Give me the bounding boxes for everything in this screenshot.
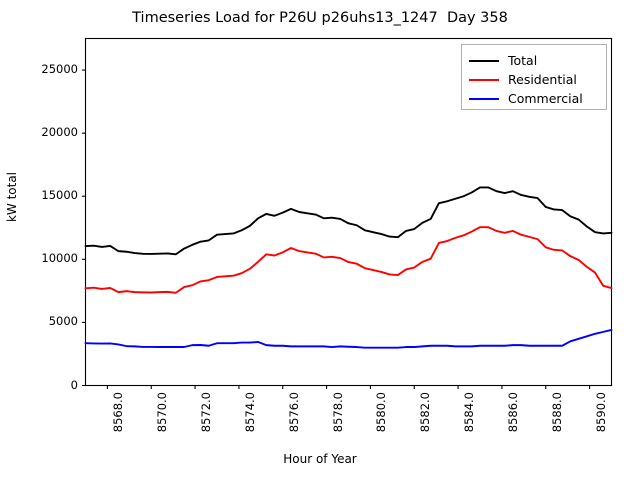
- x-tick-label: 8568.0: [111, 391, 126, 432]
- legend-swatch-total-icon: [469, 60, 499, 62]
- chart-title: Timeseries Load for P26U p26uhs13_1247 D…: [132, 10, 508, 26]
- legend: Total Residential Commercial: [461, 44, 607, 110]
- legend-swatch-commercial-icon: [469, 98, 499, 100]
- plot-frame: [84, 37, 613, 387]
- y-tick-label: 5000: [48, 314, 78, 329]
- legend-swatch-residential-icon: [469, 79, 499, 81]
- tick-marks: [82, 69, 591, 389]
- legend-label: Commercial: [508, 90, 583, 106]
- x-tick-label: 8576.0: [286, 391, 301, 432]
- x-tick-label: 8582.0: [418, 391, 433, 432]
- y-tick-label: 15000: [41, 188, 78, 203]
- series-line-residential: [84, 226, 613, 294]
- legend-item-total[interactable]: Total: [469, 51, 537, 71]
- series-line-commercial: [84, 329, 613, 349]
- y-tick-label: 10000: [41, 251, 78, 266]
- y-tick-label: 20000: [41, 125, 78, 140]
- x-tick-label: 8590.0: [593, 391, 608, 432]
- x-tick-label: 8570.0: [155, 391, 170, 432]
- x-tick-label: 8584.0: [462, 391, 477, 432]
- legend-item-commercial[interactable]: Commercial: [469, 89, 583, 109]
- y-tick-label: 25000: [41, 62, 78, 77]
- axes: [84, 37, 613, 387]
- x-tick-label: 8578.0: [330, 391, 345, 432]
- x-tick-label: 8580.0: [374, 391, 389, 432]
- legend-label: Residential: [508, 71, 577, 87]
- legend-label: Total: [508, 52, 538, 68]
- series-line-total: [84, 186, 613, 256]
- x-tick-label: 8574.0: [242, 391, 257, 432]
- x-tick-label: 8572.0: [199, 391, 214, 432]
- legend-item-residential[interactable]: Residential: [469, 70, 577, 90]
- y-axis-label: kW total: [5, 171, 19, 223]
- x-tick-label: 8588.0: [549, 391, 564, 432]
- x-axis-label: Hour of Year: [283, 452, 357, 466]
- data-lines: [84, 186, 613, 349]
- y-tick-label: 0: [70, 377, 78, 392]
- x-tick-label: 8586.0: [505, 391, 520, 432]
